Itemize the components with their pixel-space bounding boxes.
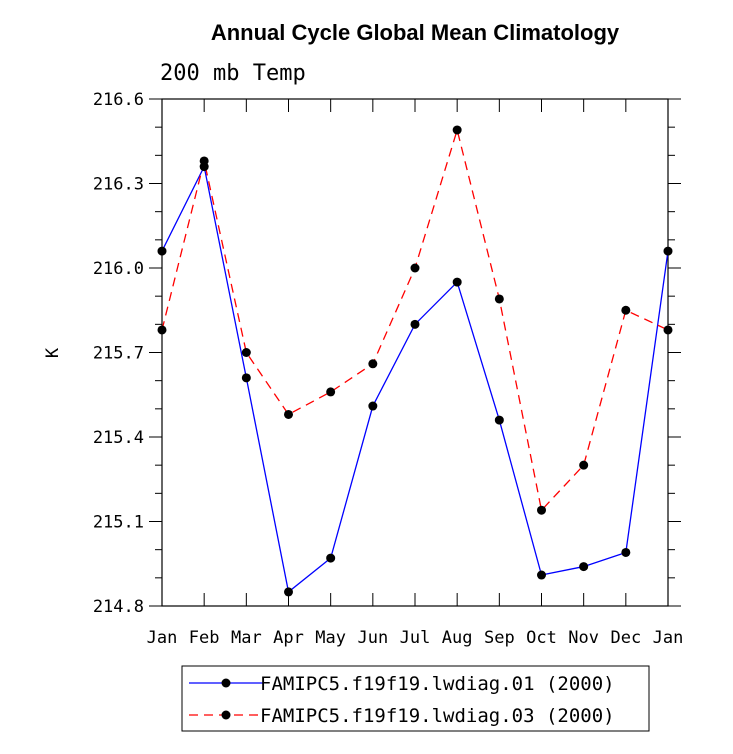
data-point-series-2: [241, 348, 251, 357]
data-point-series-1: [621, 547, 631, 557]
data-point-series-1: [326, 553, 336, 563]
x-tick-label: Dec: [610, 628, 641, 648]
y-tick-label: 215.4: [93, 428, 144, 448]
data-point-series-1: [284, 587, 293, 597]
data-point-series-2: [368, 359, 378, 369]
plot-frame: [161, 98, 669, 607]
data-point-series-1: [663, 246, 673, 256]
legend-box: [181, 665, 650, 732]
data-point-series-1: [494, 415, 504, 425]
data-point-series-2: [199, 156, 209, 166]
x-tick-label: Aug: [442, 628, 473, 648]
y-tick-label: 215.1: [93, 513, 144, 533]
axis-ticks: Jan Feb Mar Apr May Jun Jul Aug Sep Oct Nov Dec Jan2…: [93, 90, 684, 648]
legend-marker-series-2: [221, 710, 231, 720]
chart-title: Annual Cycle Global Mean Climatology: [211, 20, 620, 45]
data-point-series-1: [410, 319, 420, 329]
x-tick-label: Nov: [568, 628, 599, 648]
x-tick-label: Oct: [526, 628, 557, 648]
data-point-series-2: [621, 305, 631, 315]
data-point-series-1: [368, 401, 378, 411]
data-point-series-2: [452, 125, 462, 135]
x-tick-label: Jan: [653, 628, 684, 648]
legend: FAMIPC5.f19f19.lwdiag.01 (2000) FAMIPC5.…: [181, 665, 650, 732]
x-tick-label: Feb: [189, 628, 220, 648]
y-axis-label: K: [43, 347, 63, 358]
data-point-series-2: [157, 325, 167, 335]
data-point-series-2: [537, 505, 546, 515]
data-point-series-2: [663, 325, 673, 335]
data-point-series-1: [537, 570, 546, 580]
y-tick-label: 214.8: [93, 597, 144, 617]
x-tick-label: Apr: [273, 628, 304, 648]
legend-marker-series-1: [221, 678, 231, 688]
x-tick-label: Jun: [357, 628, 388, 648]
data-point-series-2: [410, 263, 420, 273]
series-line-1: [161, 164, 669, 594]
data-point-series-1: [157, 246, 167, 256]
data-point-series-1: [579, 562, 589, 572]
x-tick-label: May: [315, 628, 346, 648]
x-tick-label: Mar: [231, 628, 262, 648]
x-tick-label: Jan: [147, 628, 178, 648]
x-tick-label: Sep: [484, 628, 515, 648]
y-tick-label: 216.0: [93, 259, 144, 279]
data-point-series-2: [579, 460, 589, 470]
y-tick-label: 216.6: [93, 90, 144, 110]
data-point-series-1: [452, 277, 462, 287]
data-point-series-2: [284, 409, 293, 419]
y-tick-label: 216.3: [93, 175, 144, 195]
data-point-series-2: [326, 387, 336, 397]
x-tick-label: Jul: [400, 628, 431, 648]
legend-label-series-1: FAMIPC5.f19f19.lwdiag.01 (2000): [260, 673, 615, 695]
data-point-series-2: [494, 294, 504, 304]
chart-subtitle: 200 mb Temp: [160, 61, 306, 86]
y-tick-label: 215.7: [93, 344, 144, 364]
data-point-series-1: [241, 373, 251, 383]
legend-label-series-2: FAMIPC5.f19f19.lwdiag.03 (2000): [260, 705, 615, 727]
series-layer: [157, 125, 673, 597]
